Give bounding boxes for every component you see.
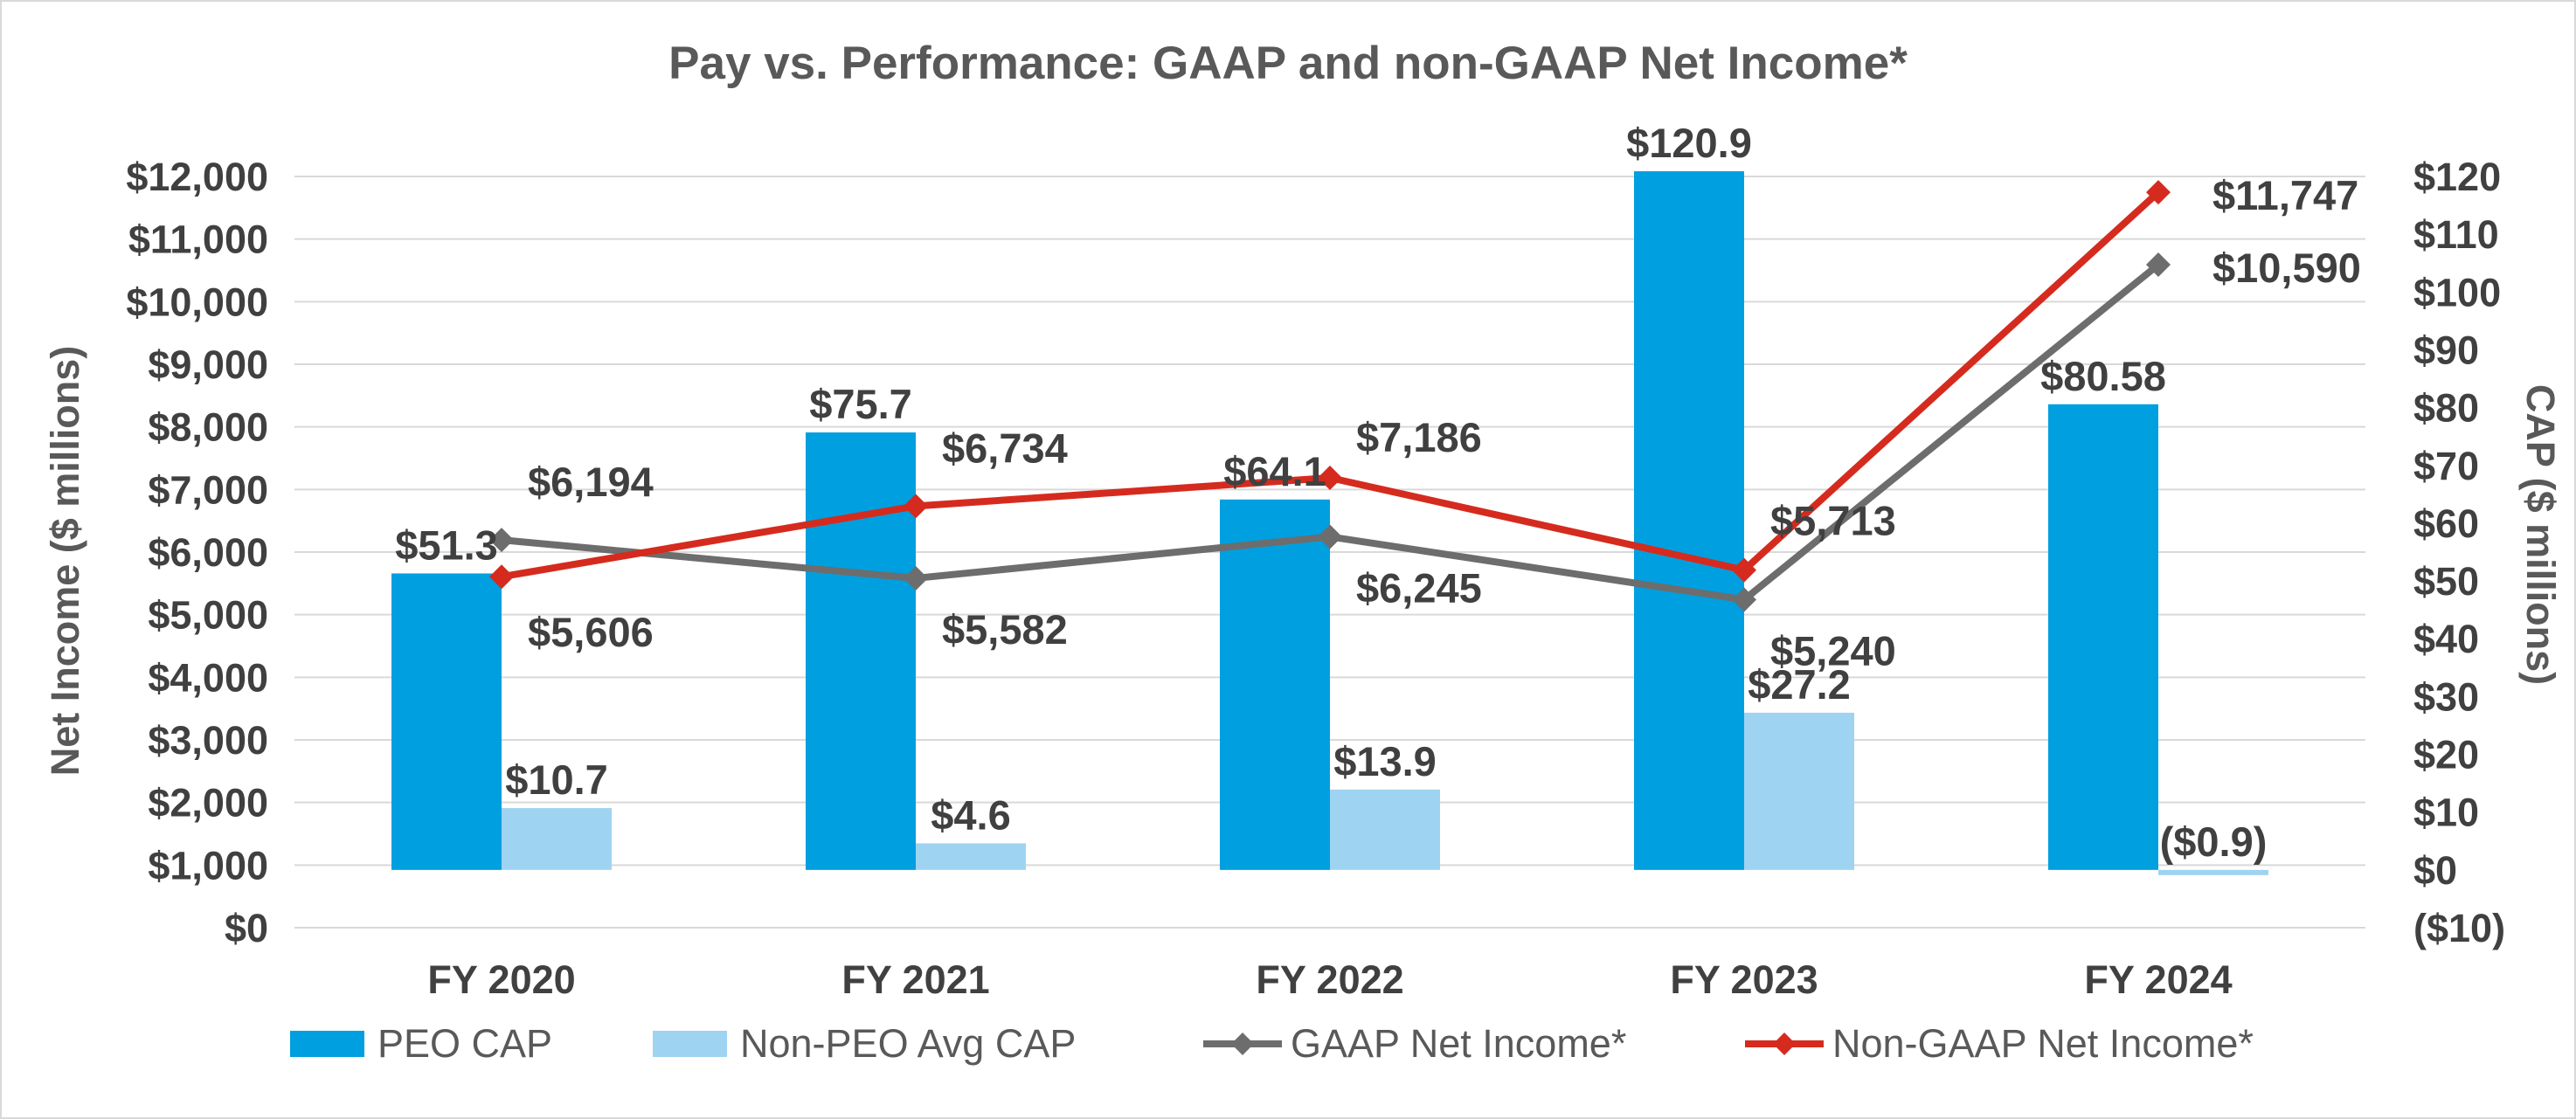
- gaap-net-income-label: $5,240: [1770, 627, 1896, 673]
- category-label: FY 2023: [1670, 957, 1818, 1002]
- right-tick-label: $110: [2413, 212, 2499, 257]
- legend-swatch: [290, 1031, 364, 1057]
- non-gaap-net-income-marker: [489, 564, 514, 590]
- right-tick-label: $0: [2413, 848, 2457, 893]
- non-peo-cap-label: $27.2: [1748, 661, 1851, 708]
- left-tick-label: $12,000: [126, 155, 268, 199]
- right-tick-label: $80: [2413, 386, 2479, 431]
- category-label: FY 2022: [1256, 957, 1403, 1002]
- right-tick-label: $90: [2413, 328, 2479, 372]
- non-gaap-net-income-marker: [904, 494, 928, 519]
- left-axis-title: Net Income ($ millions): [43, 346, 87, 777]
- chart-title: Pay vs. Performance: GAAP and non-GAAP N…: [668, 38, 1908, 89]
- category-labels: FY 2020 FY 2021 FY 2022 FY 2023 FY 2024: [427, 957, 2232, 1002]
- non-peo-cap-label: $10.7: [505, 756, 608, 803]
- non-gaap-net-income-label: $5,606: [528, 609, 654, 655]
- right-tick-label: $30: [2413, 674, 2479, 719]
- non-peo-cap-bar: [1744, 712, 1854, 870]
- left-tick-label: $10,000: [126, 280, 268, 324]
- gaap-net-income-marker: [489, 528, 514, 553]
- right-tick-label: $120: [2413, 155, 2501, 199]
- right-tick-label: $40: [2413, 617, 2479, 661]
- bars: [391, 171, 2268, 875]
- non-gaap-net-income-marker: [2146, 180, 2171, 205]
- right-tick-label: $20: [2413, 733, 2479, 777]
- gaap-net-income-marker: [904, 565, 928, 591]
- non-peo-cap-bar: [916, 843, 1026, 870]
- left-tick-label: $8,000: [148, 405, 268, 450]
- non-peo-cap-bar: [502, 808, 612, 870]
- left-tick-label: $11,000: [128, 218, 268, 262]
- right-tick-label: $60: [2413, 501, 2479, 546]
- peo-cap-bar: [2048, 404, 2158, 870]
- left-tick-label: $4,000: [148, 655, 268, 700]
- right-tick-label: $70: [2413, 444, 2479, 488]
- right-axis-ticks: ($10) $0 $10 $20 $30 $40 $50 $60 $70 $80 $90 $100 $1…: [2413, 155, 2505, 950]
- non-peo-cap-bar: [2158, 869, 2268, 875]
- left-tick-label: $5,000: [148, 593, 268, 638]
- gaap-net-income-label: $6,245: [1356, 564, 1482, 611]
- gaap-net-income-marker: [2146, 252, 2171, 278]
- non-gaap-net-income-label: $6,734: [942, 425, 1068, 471]
- legend-label: Non-PEO Avg CAP: [740, 1021, 1076, 1066]
- left-tick-label: $2,000: [148, 781, 268, 825]
- gaap-net-income-label: $10,590: [2212, 245, 2361, 291]
- left-tick-label: $7,000: [148, 467, 268, 512]
- peo-cap-bar: [1220, 499, 1330, 870]
- peo-cap-label: $64.1: [1223, 448, 1326, 494]
- non-gaap-net-income-label: $5,713: [1770, 498, 1896, 544]
- category-label: FY 2021: [841, 957, 989, 1002]
- legend-marker: [1231, 1033, 1254, 1055]
- left-tick-label: $1,000: [148, 843, 268, 888]
- left-tick-label: $6,000: [148, 530, 268, 575]
- data-labels: $51.3 $75.7 $64.1 $120.9 $80.58 $10.7 $4.6 $13.…: [395, 120, 2361, 865]
- peo-cap-label: $51.3: [395, 522, 498, 568]
- category-label: FY 2020: [427, 957, 575, 1002]
- non-peo-cap-bar: [1330, 789, 1440, 870]
- legend-marker: [1773, 1033, 1796, 1055]
- non-peo-cap-label: $13.9: [1333, 738, 1437, 784]
- peo-cap-bar: [1634, 171, 1744, 870]
- right-tick-label: $50: [2413, 559, 2479, 604]
- non-gaap-net-income-label: $11,747: [2212, 172, 2358, 218]
- non-peo-cap-label: ($0.9): [2160, 819, 2268, 865]
- non-peo-cap-label: $4.6: [931, 791, 1010, 838]
- left-tick-label: $3,000: [148, 718, 268, 763]
- left-axis-ticks: $0 $1,000 $2,000 $3,000 $4,000 $5,000 $6,000 $7…: [126, 155, 268, 950]
- peo-cap-bar: [806, 432, 916, 870]
- legend-label: Non-GAAP Net Income*: [1832, 1021, 2254, 1066]
- right-axis-title: CAP ($ millions): [2518, 384, 2563, 685]
- legend: PEO CAP Non-PEO Avg CAP GAAP Net Income* No…: [290, 1021, 2254, 1066]
- non-gaap-net-income-label: $7,186: [1356, 414, 1482, 460]
- right-tick-label: ($10): [2413, 906, 2505, 950]
- category-label: FY 2024: [2084, 957, 2232, 1002]
- legend-label: PEO CAP: [377, 1021, 552, 1066]
- legend-swatch: [653, 1031, 727, 1057]
- gaap-net-income-label: $5,582: [942, 606, 1068, 653]
- peo-cap-bar: [391, 573, 502, 870]
- gaap-net-income-label: $6,194: [528, 459, 654, 505]
- peo-cap-label: $75.7: [809, 381, 912, 427]
- right-tick-label: $10: [2413, 791, 2479, 835]
- left-tick-label: $0: [225, 906, 268, 950]
- peo-cap-label: $80.58: [2040, 353, 2166, 399]
- right-tick-label: $100: [2413, 270, 2501, 314]
- left-tick-label: $9,000: [148, 342, 268, 387]
- legend-label: GAAP Net Income*: [1291, 1021, 1626, 1066]
- non-gaap-net-income-marker: [1318, 466, 1342, 491]
- gaap-net-income-marker: [1318, 524, 1342, 549]
- lines: [489, 180, 2171, 612]
- peo-cap-label: $120.9: [1626, 120, 1752, 166]
- gaap-net-income-marker: [1732, 587, 1756, 612]
- non-gaap-net-income-marker: [1732, 557, 1756, 583]
